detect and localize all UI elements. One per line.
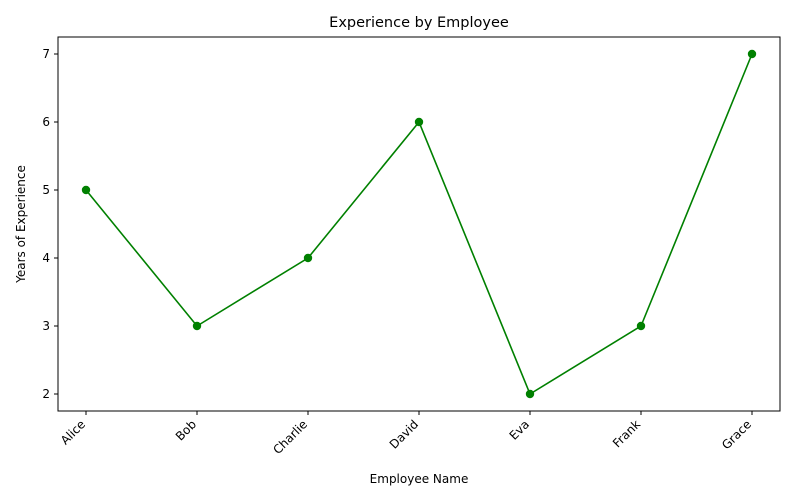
- x-axis-ticks: Alice Bob Charlie David Eva Frank Grace: [58, 411, 754, 457]
- x-axis-label: Employee Name: [370, 472, 469, 486]
- data-point: [81, 185, 91, 195]
- plot-area-frame: [57, 36, 781, 412]
- x-tick-label: Frank: [610, 417, 643, 450]
- y-tick-label: 5: [42, 183, 50, 197]
- y-tick-label: 7: [42, 47, 50, 61]
- x-tick-label: Grace: [719, 417, 754, 452]
- data-point: [414, 117, 424, 127]
- series-line: [85, 53, 753, 396]
- data-point: [303, 253, 313, 263]
- x-tick-label: Eva: [507, 417, 532, 442]
- y-axis-label: Years of Experience: [14, 165, 28, 284]
- x-tick-label: Charlie: [270, 417, 310, 457]
- data-point: [525, 389, 535, 399]
- data-point: [747, 49, 757, 59]
- x-tick-label: David: [387, 417, 421, 451]
- series-layer: [81, 49, 757, 399]
- y-axis-ticks: 2 3 4 5 6 7: [42, 47, 58, 401]
- x-tick-label: Alice: [58, 417, 88, 447]
- y-tick-label: 2: [42, 387, 50, 401]
- y-tick-label: 3: [42, 319, 50, 333]
- chart-title: Experience by Employee: [329, 15, 509, 31]
- y-tick-label: 6: [42, 115, 50, 129]
- x-tick-label: Bob: [173, 417, 199, 443]
- data-point: [192, 321, 202, 331]
- y-tick-label: 4: [42, 251, 50, 265]
- data-point: [636, 321, 646, 331]
